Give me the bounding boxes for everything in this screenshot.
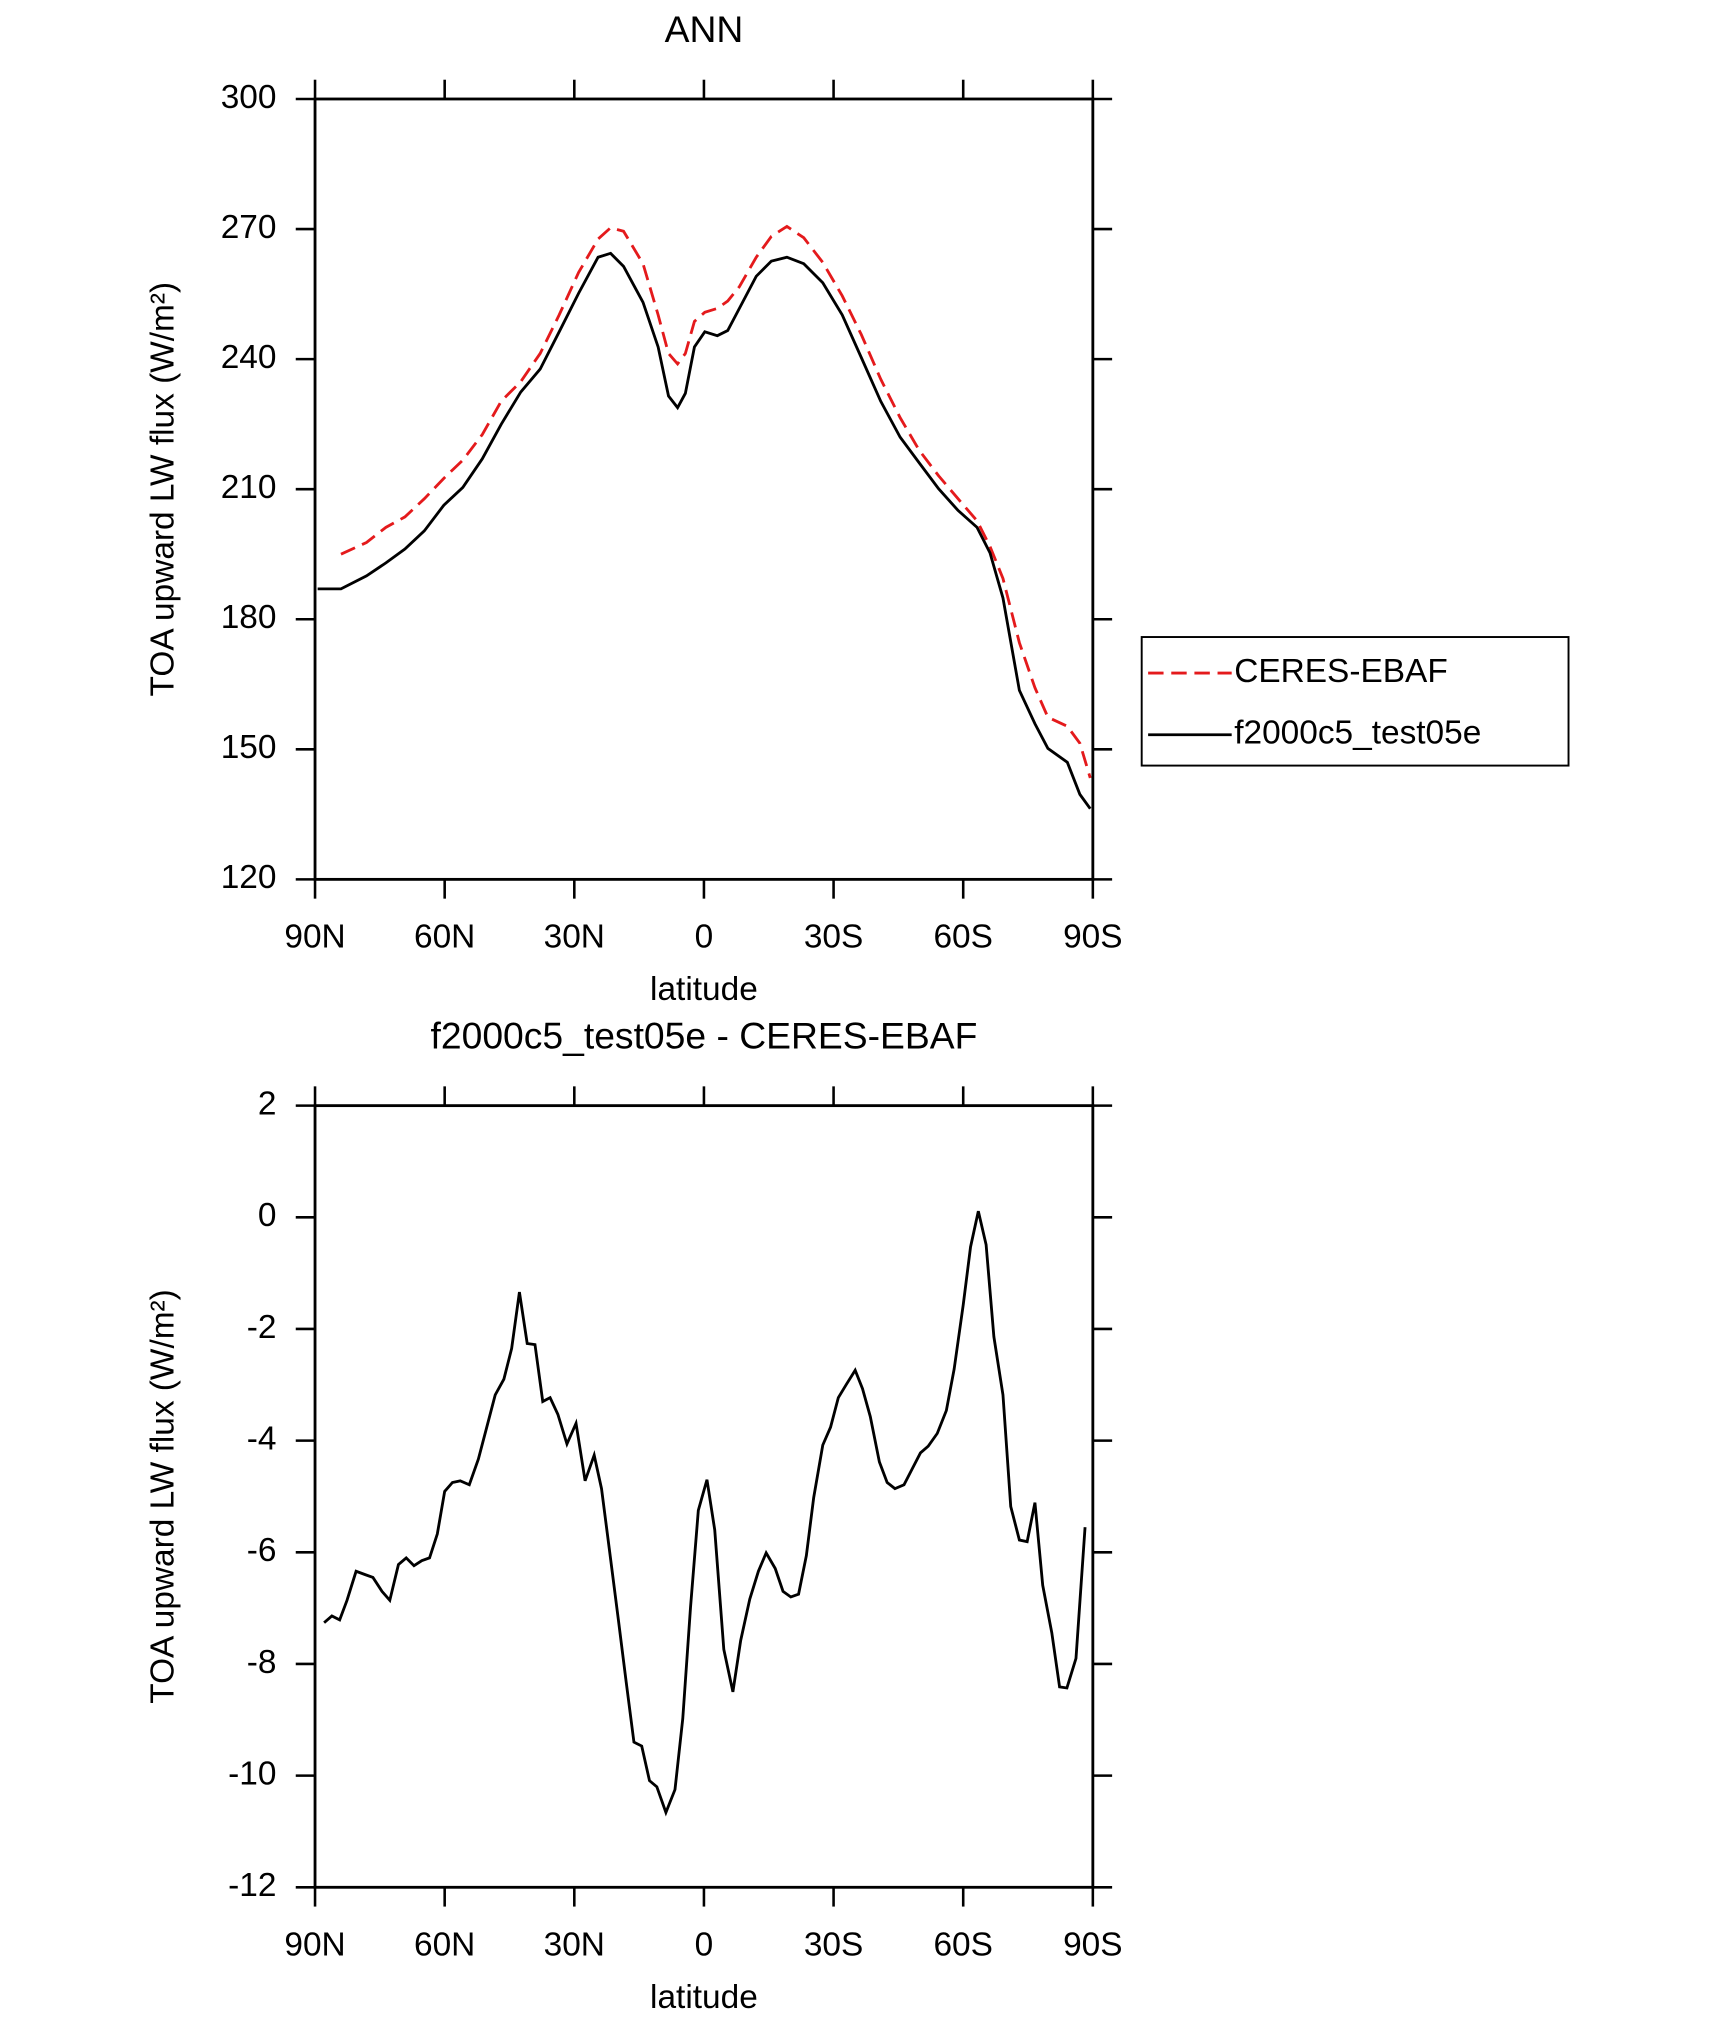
y-tick-label: 210 [221,469,277,506]
y-tick-label: -6 [247,1532,277,1569]
x-axis-label: latitude [650,971,758,1008]
x-tick-label: 0 [695,1926,714,1963]
chart-title: f2000c5_test05e - CERES-EBAF [431,1015,978,1057]
legend-box [1140,636,1570,767]
y-axis-label: TOA upward LW flux (W/m²) [144,1289,181,1704]
x-tick-label: 30S [804,1926,863,1963]
chart-title: ANN [665,8,744,50]
y-tick-label: -4 [247,1420,277,1457]
x-tick-label: 60N [414,918,475,955]
x-tick-label: 90N [284,1926,345,1963]
y-tick-label: -2 [247,1309,277,1346]
x-axis-label: latitude [650,1979,758,2016]
x-tick-label: 0 [695,918,714,955]
x-tick-label: 30N [544,918,605,955]
y-tick-label: 180 [221,599,277,636]
legend-label: CERES-EBAF [1234,653,1447,690]
y-tick-label: -12 [228,1867,276,1904]
y-tick-label: 120 [221,859,277,896]
y-tick-label: 270 [221,209,277,246]
data-line [340,224,1092,779]
y-axis-label: TOA upward LW flux (W/m²) [144,282,181,697]
x-tick-label: 30S [804,918,863,955]
x-tick-label: 60N [414,1926,475,1963]
data-line [317,251,1092,810]
x-tick-label: 90N [284,918,345,955]
y-tick-label: 150 [221,729,277,766]
y-tick-label: 300 [221,79,277,116]
y-tick-label: 2 [258,1085,277,1122]
legend-label: f2000c5_test05e [1234,715,1481,752]
plot-frame [313,1104,1095,1889]
data-line [323,1210,1087,1817]
x-tick-label: 90S [1063,1926,1122,1963]
x-tick-label: 60S [933,1926,992,1963]
y-tick-label: -10 [228,1755,276,1792]
x-tick-label: 90S [1063,918,1122,955]
x-tick-label: 60S [933,918,992,955]
plot-frame [313,97,1095,881]
y-tick-label: 240 [221,339,277,376]
x-tick-label: 30N [544,1926,605,1963]
y-tick-label: -8 [247,1644,277,1681]
y-tick-label: 0 [258,1197,277,1234]
